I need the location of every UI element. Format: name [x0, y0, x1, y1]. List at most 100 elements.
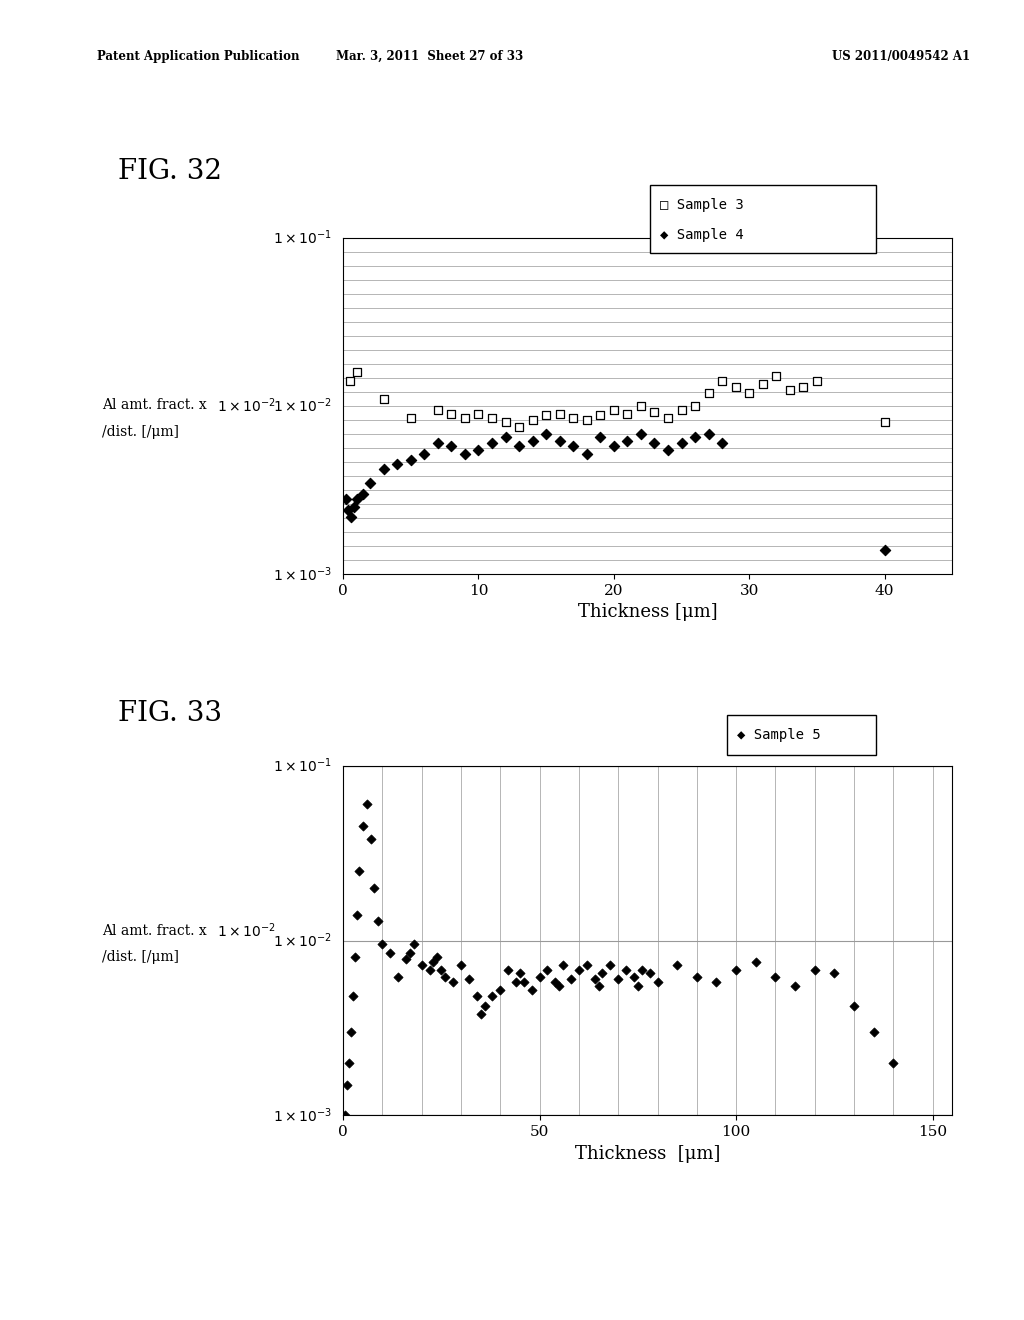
Point	[457, 407, 473, 428]
Point	[367, 878, 383, 899]
Point	[605, 399, 622, 420]
Point	[617, 960, 634, 981]
Point	[382, 942, 398, 964]
Text: ◆ Sample 4: ◆ Sample 4	[660, 228, 744, 242]
Point	[555, 954, 571, 975]
Point	[343, 506, 359, 527]
Text: $1\times10^{-2}$: $1\times10^{-2}$	[273, 931, 332, 950]
Point	[376, 388, 392, 409]
Point	[741, 381, 758, 403]
Point	[500, 960, 516, 981]
Point	[714, 371, 730, 392]
Point	[634, 960, 650, 981]
X-axis label: Thickness  [μm]: Thickness [μm]	[575, 1144, 720, 1163]
Point	[538, 424, 554, 445]
Point	[355, 483, 372, 504]
Point	[453, 954, 469, 975]
Point	[397, 949, 414, 970]
Point	[565, 436, 582, 457]
Point	[540, 960, 556, 981]
Point	[524, 430, 541, 451]
Point	[516, 972, 532, 993]
Point	[429, 946, 445, 968]
Point	[877, 412, 893, 433]
Point	[389, 454, 406, 475]
Point	[630, 975, 646, 997]
Text: $1\times10^{-2}$: $1\times10^{-2}$	[273, 396, 332, 416]
Text: /dist. [/μm]: /dist. [/μm]	[102, 425, 179, 438]
Point	[579, 444, 595, 465]
Point	[402, 449, 419, 470]
Text: Mar. 3, 2011  Sheet 27 of 33: Mar. 3, 2011 Sheet 27 of 33	[337, 50, 523, 63]
Point	[565, 407, 582, 428]
Point	[687, 426, 703, 447]
Point	[345, 986, 361, 1007]
Point	[343, 1022, 359, 1043]
Point	[406, 933, 422, 954]
Point	[700, 381, 717, 403]
Point	[659, 407, 676, 428]
Point	[470, 440, 486, 461]
Point	[786, 975, 803, 997]
Point	[626, 966, 642, 987]
Point	[433, 960, 450, 981]
Point	[498, 426, 514, 447]
Text: Al amt. fract. x: Al amt. fract. x	[102, 399, 207, 412]
Point	[714, 433, 730, 454]
Point	[579, 954, 595, 975]
Point	[591, 975, 607, 997]
Text: FIG. 32: FIG. 32	[118, 158, 222, 185]
Point	[688, 966, 705, 987]
Point	[443, 403, 460, 424]
Point	[547, 972, 563, 993]
Point	[348, 360, 365, 381]
Point	[552, 430, 568, 451]
Point	[524, 409, 541, 430]
Point	[610, 969, 627, 990]
Point	[347, 946, 364, 968]
Point	[807, 960, 823, 981]
Point	[498, 412, 514, 433]
Point	[341, 1052, 357, 1073]
Point	[605, 436, 622, 457]
Point	[755, 374, 771, 395]
Text: FIG. 33: FIG. 33	[118, 700, 222, 726]
Point	[362, 829, 379, 850]
Point	[508, 972, 524, 993]
Point	[781, 379, 798, 400]
Point	[796, 376, 812, 397]
Point	[641, 962, 657, 983]
Point	[659, 440, 676, 461]
Point	[570, 960, 587, 981]
Point	[579, 409, 595, 430]
Text: $1\times10^{-1}$: $1\times10^{-1}$	[272, 756, 332, 775]
Point	[633, 424, 649, 445]
Point	[350, 861, 367, 882]
Text: $1\times10^{-2}$: $1\times10^{-2}$	[217, 921, 276, 940]
Point	[339, 1074, 355, 1096]
Point	[348, 904, 365, 925]
Point	[469, 986, 485, 1007]
Point	[470, 403, 486, 424]
Point	[594, 962, 610, 983]
Point	[390, 966, 407, 987]
Point	[443, 436, 460, 457]
Point	[669, 954, 685, 975]
Point	[374, 933, 390, 954]
Point	[551, 975, 567, 997]
Point	[727, 376, 743, 397]
Point	[538, 405, 554, 426]
Point	[346, 496, 362, 517]
Text: $1\times10^{-2}$: $1\times10^{-2}$	[217, 396, 276, 414]
Point	[620, 403, 636, 424]
Point	[483, 407, 500, 428]
Point	[592, 405, 608, 426]
Text: Patent Application Publication: Patent Application Publication	[97, 50, 300, 63]
Point	[649, 972, 666, 993]
Point	[472, 1003, 488, 1024]
Point	[552, 403, 568, 424]
Point	[361, 473, 378, 494]
Text: Al amt. fract. x: Al amt. fract. x	[102, 924, 207, 937]
Point	[337, 1105, 353, 1126]
Point	[425, 952, 441, 973]
